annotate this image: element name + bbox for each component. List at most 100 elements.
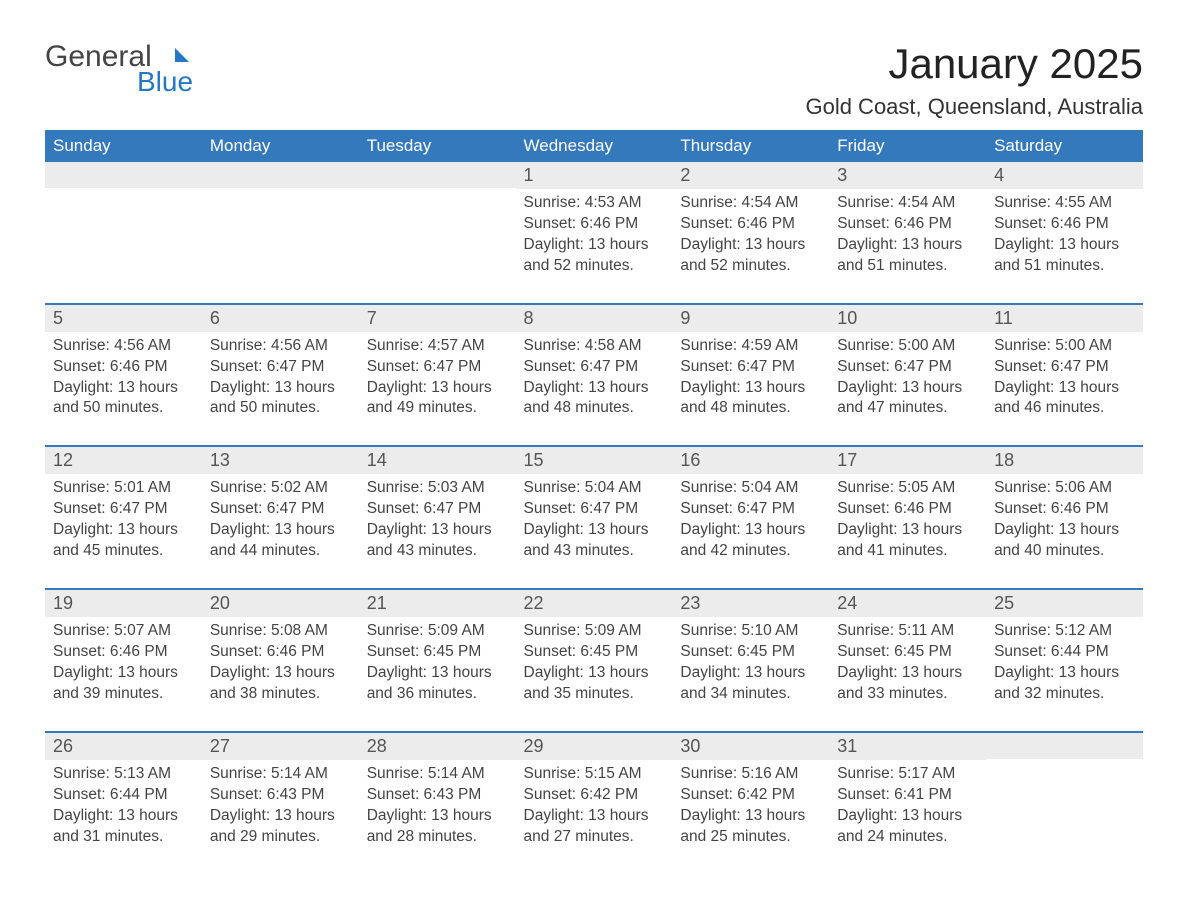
- daylight-text: Daylight: 13 hours and 42 minutes.: [680, 520, 821, 562]
- sunrise-text: Sunrise: 5:15 AM: [524, 764, 665, 785]
- daylight-text: Daylight: 13 hours and 38 minutes.: [210, 663, 351, 705]
- sunrise-text: Sunrise: 5:17 AM: [837, 764, 978, 785]
- logo: General Blue: [45, 40, 193, 98]
- day-number: 8: [516, 305, 673, 332]
- sunset-text: Sunset: 6:46 PM: [524, 214, 665, 235]
- sunset-text: Sunset: 6:45 PM: [524, 642, 665, 663]
- day-number: 1: [516, 162, 673, 189]
- day-details: Sunrise: 5:16 AMSunset: 6:42 PMDaylight:…: [672, 760, 829, 874]
- sunset-text: Sunset: 6:47 PM: [837, 357, 978, 378]
- calendar-cell: 20Sunrise: 5:08 AMSunset: 6:46 PMDayligh…: [202, 589, 359, 732]
- sunset-text: Sunset: 6:42 PM: [524, 785, 665, 806]
- weekday-header: Saturday: [986, 130, 1143, 162]
- weekday-header: Wednesday: [516, 130, 673, 162]
- sunset-text: Sunset: 6:46 PM: [53, 357, 194, 378]
- day-details: Sunrise: 4:56 AMSunset: 6:47 PMDaylight:…: [202, 332, 359, 446]
- calendar-cell: 14Sunrise: 5:03 AMSunset: 6:47 PMDayligh…: [359, 446, 516, 589]
- daylight-text: Daylight: 13 hours and 48 minutes.: [524, 378, 665, 420]
- calendar-cell: 25Sunrise: 5:12 AMSunset: 6:44 PMDayligh…: [986, 589, 1143, 732]
- sunset-text: Sunset: 6:43 PM: [367, 785, 508, 806]
- day-details: Sunrise: 5:04 AMSunset: 6:47 PMDaylight:…: [516, 474, 673, 588]
- daylight-text: Daylight: 13 hours and 25 minutes.: [680, 806, 821, 848]
- calendar-cell: 13Sunrise: 5:02 AMSunset: 6:47 PMDayligh…: [202, 446, 359, 589]
- sunset-text: Sunset: 6:47 PM: [210, 357, 351, 378]
- daylight-text: Daylight: 13 hours and 49 minutes.: [367, 378, 508, 420]
- day-number: 23: [672, 590, 829, 617]
- day-number: 17: [829, 447, 986, 474]
- calendar-cell: 24Sunrise: 5:11 AMSunset: 6:45 PMDayligh…: [829, 589, 986, 732]
- sunrise-text: Sunrise: 5:10 AM: [680, 621, 821, 642]
- day-number: 3: [829, 162, 986, 189]
- calendar-week: 26Sunrise: 5:13 AMSunset: 6:44 PMDayligh…: [45, 732, 1143, 874]
- sunrise-text: Sunrise: 5:04 AM: [680, 478, 821, 499]
- day-details: [45, 188, 202, 218]
- day-number: 14: [359, 447, 516, 474]
- logo-text-general: General: [45, 40, 152, 74]
- day-number: 30: [672, 733, 829, 760]
- calendar-header-row: SundayMondayTuesdayWednesdayThursdayFrid…: [45, 130, 1143, 162]
- daylight-text: Daylight: 13 hours and 47 minutes.: [837, 378, 978, 420]
- day-number: 6: [202, 305, 359, 332]
- calendar-cell: 23Sunrise: 5:10 AMSunset: 6:45 PMDayligh…: [672, 589, 829, 732]
- calendar-table: SundayMondayTuesdayWednesdayThursdayFrid…: [45, 130, 1143, 873]
- calendar-week: 19Sunrise: 5:07 AMSunset: 6:46 PMDayligh…: [45, 589, 1143, 732]
- calendar-cell: 1Sunrise: 4:53 AMSunset: 6:46 PMDaylight…: [516, 162, 673, 304]
- daylight-text: Daylight: 13 hours and 43 minutes.: [524, 520, 665, 562]
- day-details: Sunrise: 5:02 AMSunset: 6:47 PMDaylight:…: [202, 474, 359, 588]
- day-details: Sunrise: 5:03 AMSunset: 6:47 PMDaylight:…: [359, 474, 516, 588]
- calendar-cell: 28Sunrise: 5:14 AMSunset: 6:43 PMDayligh…: [359, 732, 516, 874]
- daylight-text: Daylight: 13 hours and 44 minutes.: [210, 520, 351, 562]
- calendar-cell: 5Sunrise: 4:56 AMSunset: 6:46 PMDaylight…: [45, 304, 202, 447]
- day-number: 7: [359, 305, 516, 332]
- calendar-cell: 10Sunrise: 5:00 AMSunset: 6:47 PMDayligh…: [829, 304, 986, 447]
- sunset-text: Sunset: 6:47 PM: [53, 499, 194, 520]
- calendar-cell: [202, 162, 359, 304]
- sunrise-text: Sunrise: 5:02 AM: [210, 478, 351, 499]
- sunset-text: Sunset: 6:47 PM: [524, 499, 665, 520]
- location-text: Gold Coast, Queensland, Australia: [805, 94, 1143, 120]
- daylight-text: Daylight: 13 hours and 48 minutes.: [680, 378, 821, 420]
- day-details: Sunrise: 4:55 AMSunset: 6:46 PMDaylight:…: [986, 189, 1143, 303]
- daylight-text: Daylight: 13 hours and 32 minutes.: [994, 663, 1135, 705]
- day-details: Sunrise: 4:53 AMSunset: 6:46 PMDaylight:…: [516, 189, 673, 303]
- day-details: Sunrise: 4:57 AMSunset: 6:47 PMDaylight:…: [359, 332, 516, 446]
- weekday-header: Monday: [202, 130, 359, 162]
- sunset-text: Sunset: 6:47 PM: [367, 499, 508, 520]
- sunset-text: Sunset: 6:44 PM: [994, 642, 1135, 663]
- day-details: Sunrise: 5:00 AMSunset: 6:47 PMDaylight:…: [986, 332, 1143, 446]
- page-header: General Blue January 2025 Gold Coast, Qu…: [45, 40, 1143, 120]
- weekday-header: Sunday: [45, 130, 202, 162]
- calendar-cell: 15Sunrise: 5:04 AMSunset: 6:47 PMDayligh…: [516, 446, 673, 589]
- day-number: 16: [672, 447, 829, 474]
- day-number: 29: [516, 733, 673, 760]
- sunrise-text: Sunrise: 5:03 AM: [367, 478, 508, 499]
- day-details: Sunrise: 5:12 AMSunset: 6:44 PMDaylight:…: [986, 617, 1143, 731]
- sunset-text: Sunset: 6:47 PM: [367, 357, 508, 378]
- daylight-text: Daylight: 13 hours and 27 minutes.: [524, 806, 665, 848]
- day-details: Sunrise: 5:17 AMSunset: 6:41 PMDaylight:…: [829, 760, 986, 874]
- sunset-text: Sunset: 6:47 PM: [994, 357, 1135, 378]
- calendar-cell: [45, 162, 202, 304]
- daylight-text: Daylight: 13 hours and 24 minutes.: [837, 806, 978, 848]
- day-number: 11: [986, 305, 1143, 332]
- day-number: 28: [359, 733, 516, 760]
- day-details: Sunrise: 5:11 AMSunset: 6:45 PMDaylight:…: [829, 617, 986, 731]
- sunrise-text: Sunrise: 5:00 AM: [994, 336, 1135, 357]
- calendar-cell: 8Sunrise: 4:58 AMSunset: 6:47 PMDaylight…: [516, 304, 673, 447]
- day-details: Sunrise: 4:54 AMSunset: 6:46 PMDaylight:…: [829, 189, 986, 303]
- sunrise-text: Sunrise: 5:06 AM: [994, 478, 1135, 499]
- daylight-text: Daylight: 13 hours and 28 minutes.: [367, 806, 508, 848]
- day-number: 10: [829, 305, 986, 332]
- calendar-cell: 18Sunrise: 5:06 AMSunset: 6:46 PMDayligh…: [986, 446, 1143, 589]
- day-number: 18: [986, 447, 1143, 474]
- sunset-text: Sunset: 6:46 PM: [210, 642, 351, 663]
- sunrise-text: Sunrise: 4:54 AM: [680, 193, 821, 214]
- day-details: Sunrise: 5:07 AMSunset: 6:46 PMDaylight:…: [45, 617, 202, 731]
- day-number: [45, 162, 202, 188]
- daylight-text: Daylight: 13 hours and 33 minutes.: [837, 663, 978, 705]
- day-details: Sunrise: 5:08 AMSunset: 6:46 PMDaylight:…: [202, 617, 359, 731]
- calendar-cell: 31Sunrise: 5:17 AMSunset: 6:41 PMDayligh…: [829, 732, 986, 874]
- day-number: 24: [829, 590, 986, 617]
- day-details: Sunrise: 4:54 AMSunset: 6:46 PMDaylight:…: [672, 189, 829, 303]
- day-details: Sunrise: 5:01 AMSunset: 6:47 PMDaylight:…: [45, 474, 202, 588]
